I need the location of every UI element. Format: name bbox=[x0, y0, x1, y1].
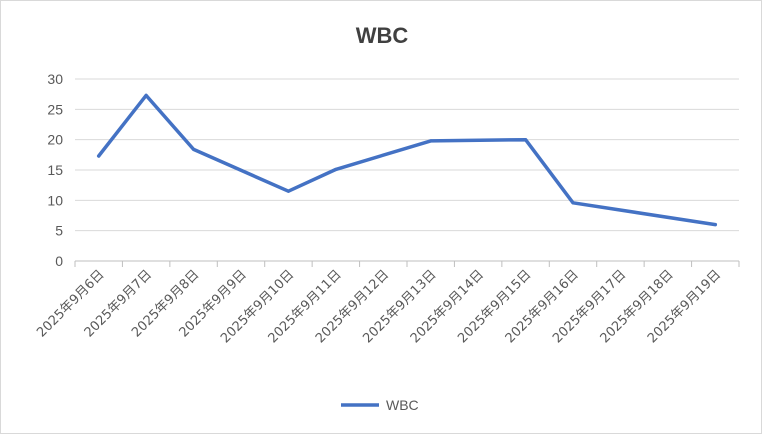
legend-label-wbc: WBC bbox=[386, 397, 419, 413]
y-tick-label: 15 bbox=[47, 162, 63, 178]
data-point bbox=[524, 138, 528, 142]
chart-title: WBC bbox=[356, 23, 409, 48]
y-tick-label: 30 bbox=[47, 71, 63, 87]
data-point bbox=[97, 154, 101, 158]
series-line-wbc bbox=[96, 93, 718, 227]
data-point bbox=[571, 201, 575, 205]
y-tick-label: 5 bbox=[55, 223, 63, 239]
data-point bbox=[144, 93, 148, 97]
y-tick-label: 20 bbox=[47, 132, 63, 148]
data-point bbox=[334, 167, 338, 171]
legend: WBC bbox=[341, 397, 419, 413]
y-tick-label: 25 bbox=[47, 101, 63, 117]
data-point bbox=[286, 189, 290, 193]
data-point bbox=[713, 223, 717, 227]
data-point bbox=[192, 147, 196, 151]
y-tick-label: 10 bbox=[47, 192, 63, 208]
data-point bbox=[429, 139, 433, 143]
y-tick-label: 0 bbox=[55, 253, 63, 269]
